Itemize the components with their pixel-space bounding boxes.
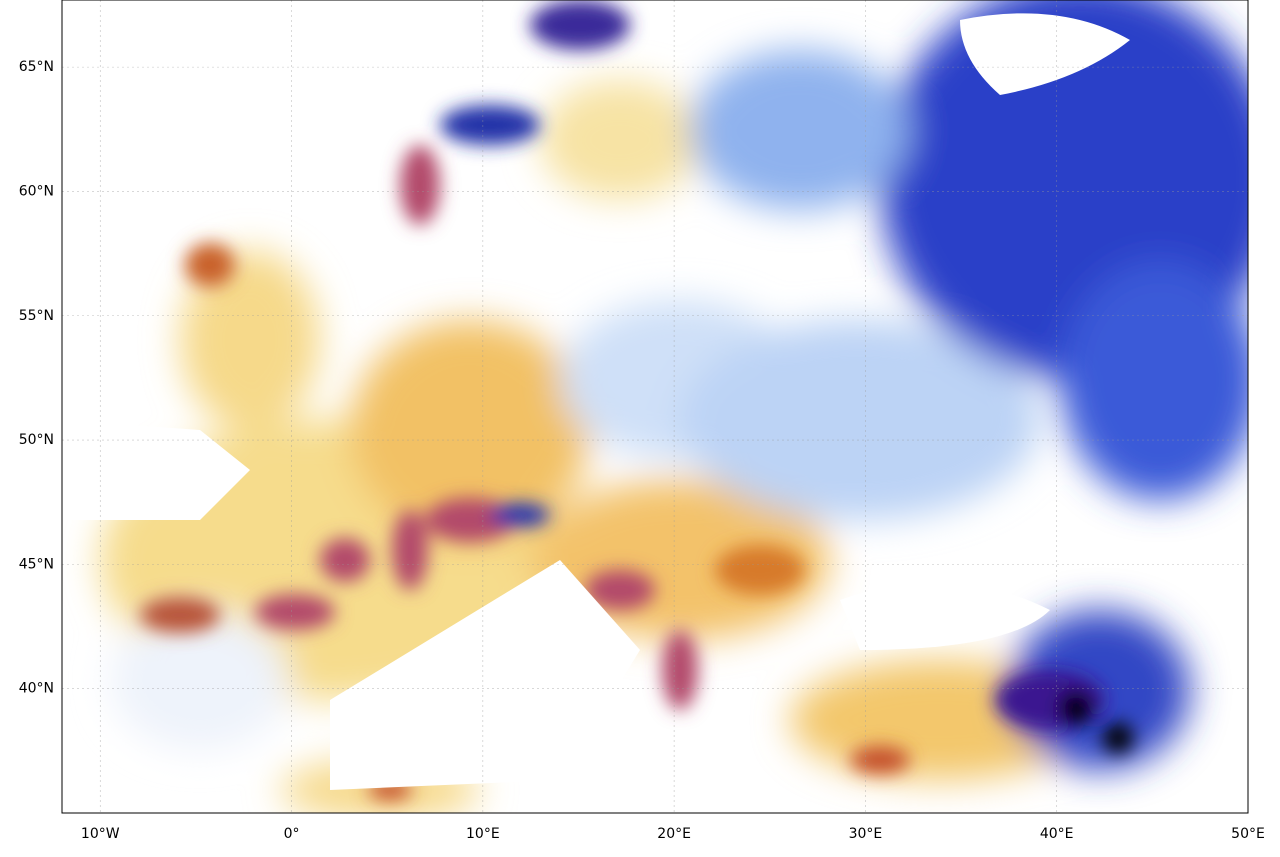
x-tick-label: 0°: [284, 826, 300, 842]
anomaly-base: [100, 0, 1248, 813]
y-tick-label: 65°N: [19, 59, 54, 75]
x-tick-label: 50°E: [1231, 826, 1265, 842]
sea: [62, 13, 1130, 790]
x-tick-label: 10°W: [81, 826, 120, 842]
anomaly-hotspots: [140, 0, 1133, 800]
tick-labels: 10°W 0° 10°E 20°E 30°E 40°E 50°E 40°N 45°N 50°N 55…: [19, 59, 1265, 842]
x-tick-label: 30°E: [849, 826, 883, 842]
y-tick-label: 55°N: [19, 308, 54, 324]
y-tick-label: 45°N: [19, 556, 54, 572]
field: [62, 0, 1248, 813]
x-tick-label: 40°E: [1040, 826, 1074, 842]
x-tick-label: 10°E: [466, 826, 500, 842]
map-frame: [61, 0, 1249, 814]
y-tick-label: 40°N: [19, 681, 54, 697]
y-tick-label: 60°N: [19, 183, 54, 199]
x-tick-label: 20°E: [657, 826, 691, 842]
y-tick-label: 50°N: [19, 432, 54, 448]
